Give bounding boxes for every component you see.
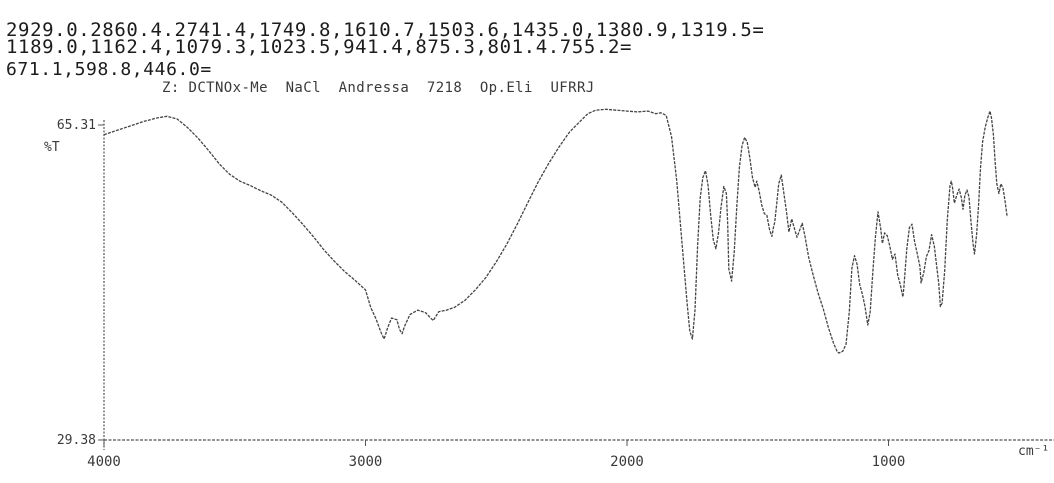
peak-list-line-2: 1189.0,1162.4,1079.3,1023.5,941.4,875.3,… bbox=[6, 36, 633, 58]
peak-list-line-3: 671.1,598.8,446.0= bbox=[6, 59, 212, 80]
x-tick-label-0: 4000 bbox=[87, 454, 121, 470]
sample-label: Z: DCTNOx-Me NaCl Andressa 7218 Op.Eli U… bbox=[162, 80, 595, 96]
peak-list-line-1: 2929.0.2860.4.2741.4,1749.8,1610.7,1503.… bbox=[6, 19, 765, 41]
y-tick-label-1: 29.38 bbox=[57, 433, 96, 448]
x-tick-label-1: 3000 bbox=[349, 454, 383, 470]
y-ticks-group: 65.31 29.38 bbox=[57, 118, 104, 448]
x-axis-unit-label: cm⁻¹ bbox=[1018, 444, 1049, 459]
x-tick-label-2: 2000 bbox=[610, 454, 644, 470]
y-tick-label-0: 65.31 bbox=[57, 118, 96, 133]
y-axis-label: %T bbox=[44, 140, 60, 155]
series-group bbox=[103, 108, 1008, 354]
spectrum-series-line-0 bbox=[103, 108, 1008, 354]
x-ticks-group: 4000 3000 2000 1000 bbox=[87, 440, 905, 470]
x-tick-label-3: 1000 bbox=[872, 454, 906, 470]
